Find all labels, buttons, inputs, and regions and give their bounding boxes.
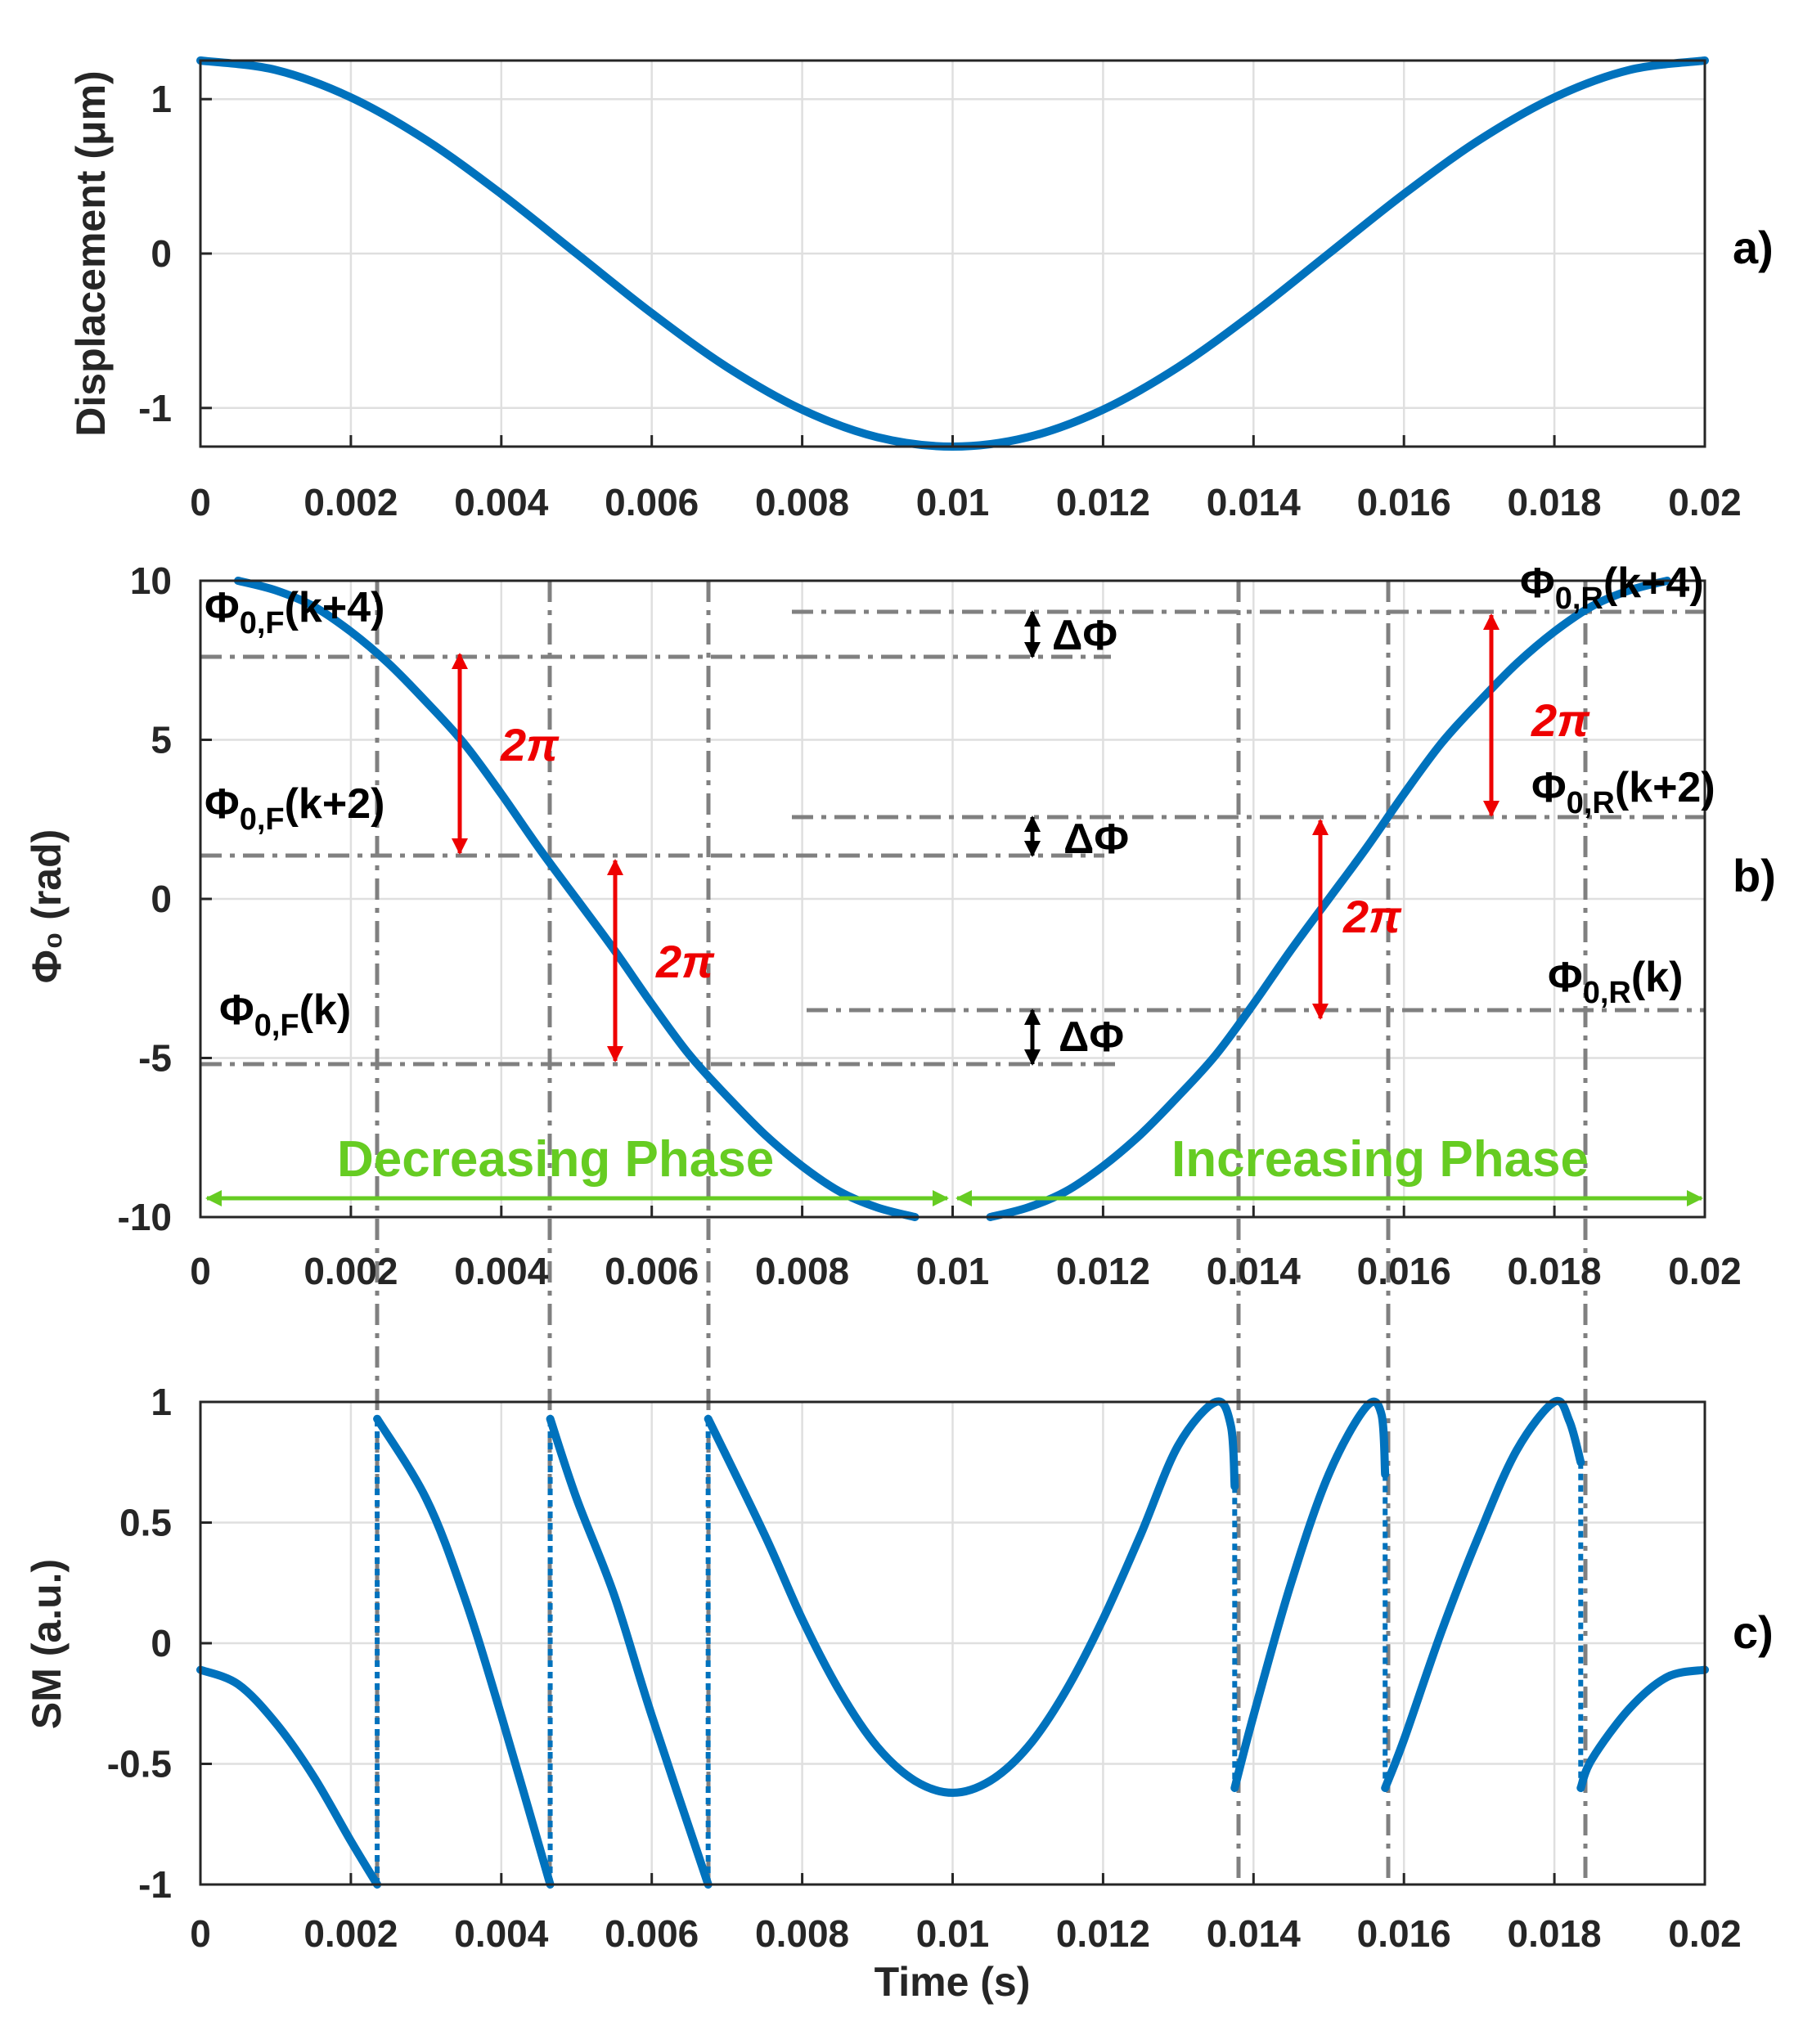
- panel-b-curve-group: [234, 577, 1671, 1221]
- phi-f-k4-label: Φ0,F(k+4): [205, 584, 384, 640]
- panel-a-xtick-label: 0.004: [454, 481, 549, 523]
- panel-a-grid: [199, 61, 1706, 447]
- two-pi-label-f2: 2π: [655, 936, 715, 987]
- panel-b-x-tick-labels: 0 0.002 0.004 0.006 0.008 0.01 0.012 0.014 0.016…: [190, 1206, 1742, 1292]
- panel-c-sm-signal: 0 0.002 0.004 0.006 0.008 0.01 0.012 0.014 0.016…: [24, 1381, 1774, 2005]
- two-pi-label-r2: 2π: [1531, 694, 1590, 746]
- panel-c-series-seg4: [704, 1397, 1239, 1797]
- panel-b-xtick-label: 0.004: [454, 1250, 549, 1292]
- panel-c-series-seg5: [1230, 1397, 1390, 1792]
- panel-c-xlabel: Time (s): [875, 1959, 1031, 2005]
- panel-b-series-phi0-decreasing: [234, 577, 919, 1221]
- panel-c-ytick-label: 0: [151, 1622, 172, 1664]
- panel-b-xtick-label: 0.02: [1668, 1250, 1742, 1292]
- panel-b-ytick-label: -10: [118, 1196, 172, 1238]
- panel-c-curve-group: [196, 1396, 1709, 1889]
- panel-c-xtick-label: 0.008: [755, 1912, 849, 1955]
- two-pi-label-r1: 2π: [1342, 891, 1402, 942]
- panel-c-grid: [199, 1400, 1706, 1886]
- panel-a-xtick-label: 0.01: [916, 481, 990, 523]
- panel-a-y-tick-labels: 1 0 -1: [138, 78, 212, 429]
- panel-b-ytick-label: 10: [130, 559, 172, 602]
- panel-b-ytick-label: 5: [151, 719, 172, 761]
- two-pi-label-f1: 2π: [500, 719, 560, 770]
- panel-c-ylabel: SM (a.u.): [24, 1559, 70, 1729]
- panel-c-xtick-label: 0.012: [1056, 1912, 1150, 1955]
- phi-r-k4-label: Φ0,R(k+4): [1520, 559, 1704, 616]
- panel-b-xtick-label: 0.016: [1357, 1250, 1451, 1292]
- panel-c-ytick-label: 0.5: [119, 1502, 172, 1544]
- panel-b-ylabel-text: Φ₀ (rad): [24, 829, 70, 984]
- panel-c-ytick-label: -1: [138, 1863, 172, 1906]
- panel-a-ytick-label: 1: [151, 78, 172, 120]
- panel-c-xtick-label: 0.016: [1357, 1912, 1451, 1955]
- phi-f-k-label: Φ0,F(k): [219, 986, 351, 1043]
- panel-a-label: a): [1733, 222, 1774, 273]
- delta-phi-label-3: ΔΦ: [1059, 1013, 1124, 1061]
- panel-c-ytick-label: 1: [151, 1381, 172, 1423]
- panel-a-ytick-label: 0: [151, 232, 172, 275]
- panel-b-label: b): [1733, 850, 1776, 901]
- panel-b-guides: [200, 581, 1705, 1886]
- panel-c-series-seg2: [373, 1414, 555, 1889]
- phi-r-k2-label: Φ0,R(k+2): [1531, 764, 1715, 820]
- panel-a-ytick-label: -1: [138, 387, 172, 429]
- panel-c-series-seg1: [196, 1665, 382, 1889]
- panel-b-ylabel: Φ₀ (rad): [24, 829, 70, 984]
- panel-a-xtick-label: 0.018: [1508, 481, 1602, 523]
- panel-c-xtick-label: 0.01: [916, 1912, 990, 1955]
- panel-a-displacement: 0 0.002 0.004 0.006 0.008 0.01 0.012 0.014 0.016…: [68, 56, 1774, 523]
- panel-c-xtick-label: 0.004: [454, 1912, 549, 1955]
- panel-b-xtick-label: 0.018: [1508, 1250, 1602, 1292]
- panel-a-xtick-label: 0: [190, 481, 211, 523]
- panel-c-label: c): [1733, 1606, 1774, 1658]
- panel-c-series-seg3: [546, 1414, 713, 1889]
- panel-a-xtick-label: 0.014: [1207, 481, 1302, 523]
- panel-a-xtick-label: 0.02: [1668, 481, 1742, 523]
- panel-a-xtick-label: 0.002: [303, 481, 398, 523]
- panel-c-xtick-label: 0: [190, 1912, 211, 1955]
- panel-b-y-tick-labels: 10 5 0 -5 -10: [118, 559, 212, 1238]
- phi-r-k-label: Φ0,R(k): [1548, 954, 1683, 1010]
- panel-b-xtick-label: 0.008: [755, 1250, 849, 1292]
- panel-a-xtick-label: 0.006: [605, 481, 699, 523]
- panel-b-phase: 0 0.002 0.004 0.006 0.008 0.01 0.012 0.014 0.016…: [24, 559, 1776, 1886]
- increasing-phase-label: Increasing Phase: [1171, 1131, 1589, 1188]
- panel-c-xtick-label: 0.018: [1508, 1912, 1602, 1955]
- panel-b-series-phi0-increasing: [986, 577, 1671, 1221]
- panel-c-y-tick-labels: 1 0.5 0 -0.5 -1: [107, 1381, 212, 1906]
- panel-b-xtick-label: 0.012: [1056, 1250, 1150, 1292]
- panel-b-xtick-label: 0: [190, 1250, 211, 1292]
- panel-c-series-seg6: [1381, 1396, 1585, 1792]
- panel-c-xtick-label: 0.002: [303, 1912, 398, 1955]
- panel-c-xtick-label: 0.006: [605, 1912, 699, 1955]
- delta-phi-label-1: ΔΦ: [1052, 612, 1117, 659]
- phi-f-k2-label: Φ0,F(k+2): [205, 780, 384, 837]
- panel-b-xtick-label: 0.006: [605, 1250, 699, 1292]
- panel-b-ytick-label: 0: [151, 878, 172, 920]
- panel-a-xtick-label: 0.008: [755, 481, 849, 523]
- panel-c-xtick-label: 0.02: [1668, 1912, 1742, 1955]
- panel-a-x-tick-labels: 0 0.002 0.004 0.006 0.008 0.01 0.012 0.014 0.016…: [190, 435, 1742, 523]
- panel-b-xtick-label: 0.01: [916, 1250, 990, 1292]
- panel-c-xtick-label: 0.014: [1207, 1912, 1302, 1955]
- panel-a-xtick-label: 0.012: [1056, 481, 1150, 523]
- panel-b-xtick-label: 0.002: [303, 1250, 398, 1292]
- panel-b-ytick-label: -5: [138, 1037, 172, 1080]
- panel-c-x-tick-labels: 0 0.002 0.004 0.006 0.008 0.01 0.012 0.014 0.016…: [190, 1873, 1742, 1955]
- panel-b-xtick-label: 0.014: [1207, 1250, 1302, 1292]
- delta-phi-label-2: ΔΦ: [1063, 815, 1129, 863]
- panel-c-series-seg7: [1576, 1665, 1709, 1792]
- panel-a-xtick-label: 0.016: [1357, 481, 1451, 523]
- panel-c-ytick-label: -0.5: [107, 1743, 172, 1786]
- panel-a-ylabel: Displacement (μm): [68, 70, 114, 436]
- panel-b-grid: [199, 579, 1706, 1219]
- decreasing-phase-label: Decreasing Phase: [337, 1131, 774, 1188]
